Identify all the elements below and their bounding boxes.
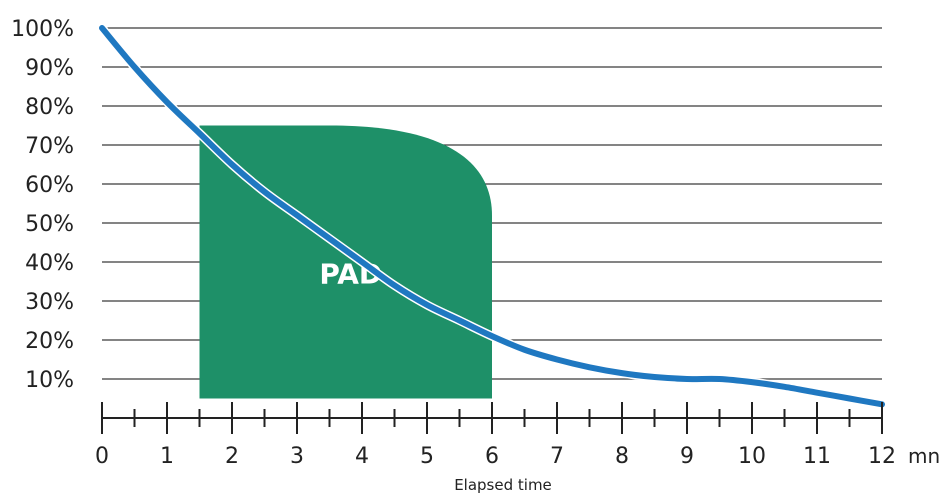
y-tick-label: 10%: [25, 368, 74, 393]
x-tick-label: 1: [160, 444, 174, 469]
x-tick-label: 10: [738, 444, 766, 469]
series-line: [99, 25, 885, 408]
x-tick-label: 8: [615, 444, 629, 469]
y-axis-tick-labels: 10% 20% 30% 40% 50% 60% 70% 80% 90% 100%: [11, 17, 74, 393]
y-tick-label: 30%: [25, 290, 74, 315]
x-tick-label: 6: [485, 444, 499, 469]
y-tick-label: 40%: [25, 251, 74, 276]
x-axis-unit: mn: [908, 444, 940, 468]
line-series: [97, 23, 887, 409]
x-axis: [101, 402, 883, 434]
y-tick-label: 100%: [11, 17, 74, 42]
x-tick-label: 4: [355, 444, 369, 469]
y-tick-label: 70%: [25, 134, 74, 159]
x-tick-label: 11: [803, 444, 831, 469]
y-tick-label: 90%: [25, 56, 74, 81]
x-axis-label: Elapsed time: [454, 476, 552, 494]
y-tick-label: 50%: [25, 212, 74, 237]
x-tick-label: 5: [420, 444, 434, 469]
y-tick-label: 80%: [25, 95, 74, 120]
pad-region: PAD: [199, 125, 492, 399]
x-axis-tick-labels: 0 1 2 3 4 5 6 7 8 9 10 11 12: [95, 444, 896, 469]
x-tick-label: 9: [680, 444, 694, 469]
x-tick-label: 3: [290, 444, 304, 469]
x-tick-label: 7: [550, 444, 564, 469]
y-tick-label: 60%: [25, 173, 74, 198]
y-tick-label: 20%: [25, 329, 74, 354]
x-tick-label: 2: [225, 444, 239, 469]
x-tick-label: 12: [868, 444, 896, 469]
x-tick-label: 0: [95, 444, 109, 469]
